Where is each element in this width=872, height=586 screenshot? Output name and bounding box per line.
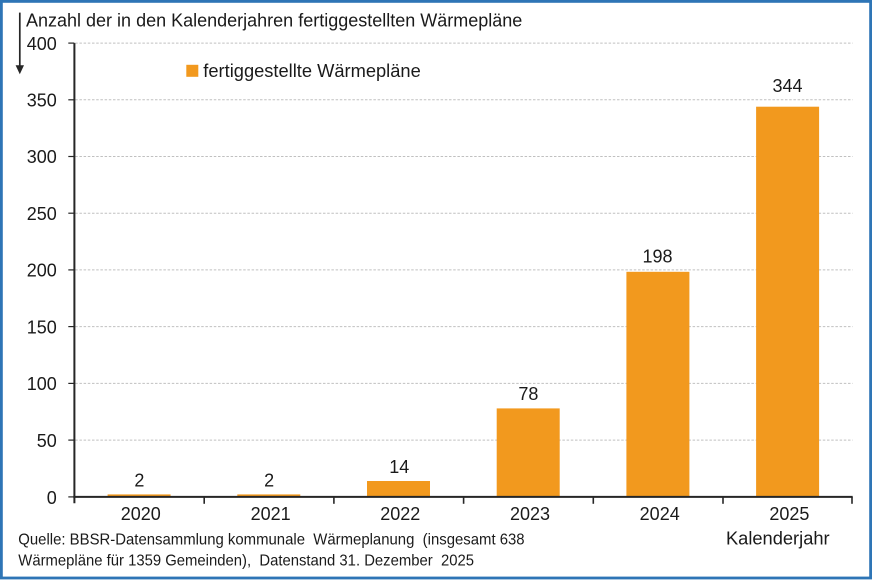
svg-text:78: 78 [518, 384, 538, 404]
svg-text:2024: 2024 [640, 504, 680, 524]
svg-text:344: 344 [772, 76, 802, 96]
svg-text:2023: 2023 [510, 504, 550, 524]
svg-text:Kalenderjahr: Kalenderjahr [726, 527, 830, 548]
svg-text:2022: 2022 [380, 504, 420, 524]
svg-text:300: 300 [27, 147, 57, 167]
svg-text:2: 2 [134, 470, 144, 490]
svg-text:350: 350 [27, 91, 57, 111]
svg-text:14: 14 [389, 457, 409, 477]
svg-text:250: 250 [27, 204, 57, 224]
svg-text:400: 400 [27, 34, 57, 54]
svg-text:Quelle: BBSR-Datensammlung kom: Quelle: BBSR-Datensammlung kommunale Wär… [18, 532, 524, 549]
svg-text:2021: 2021 [251, 504, 291, 524]
svg-text:Anzahl der in den Kalenderjahr: Anzahl der in den Kalenderjahren fertigg… [26, 11, 522, 31]
svg-text:Wärmepläne für 1359 Gemeinden): Wärmepläne für 1359 Gemeinden), Datensta… [18, 552, 474, 569]
svg-text:200: 200 [27, 261, 57, 281]
svg-text:150: 150 [27, 317, 57, 337]
svg-text:2: 2 [264, 470, 274, 490]
svg-text:2020: 2020 [121, 504, 161, 524]
svg-text:100: 100 [27, 374, 57, 394]
svg-text:2025: 2025 [769, 504, 809, 524]
svg-text:50: 50 [37, 431, 57, 451]
svg-text:198: 198 [642, 246, 672, 266]
svg-text:fertiggestellte Wärmepläne: fertiggestellte Wärmepläne [203, 60, 420, 81]
svg-text:0: 0 [47, 488, 57, 508]
